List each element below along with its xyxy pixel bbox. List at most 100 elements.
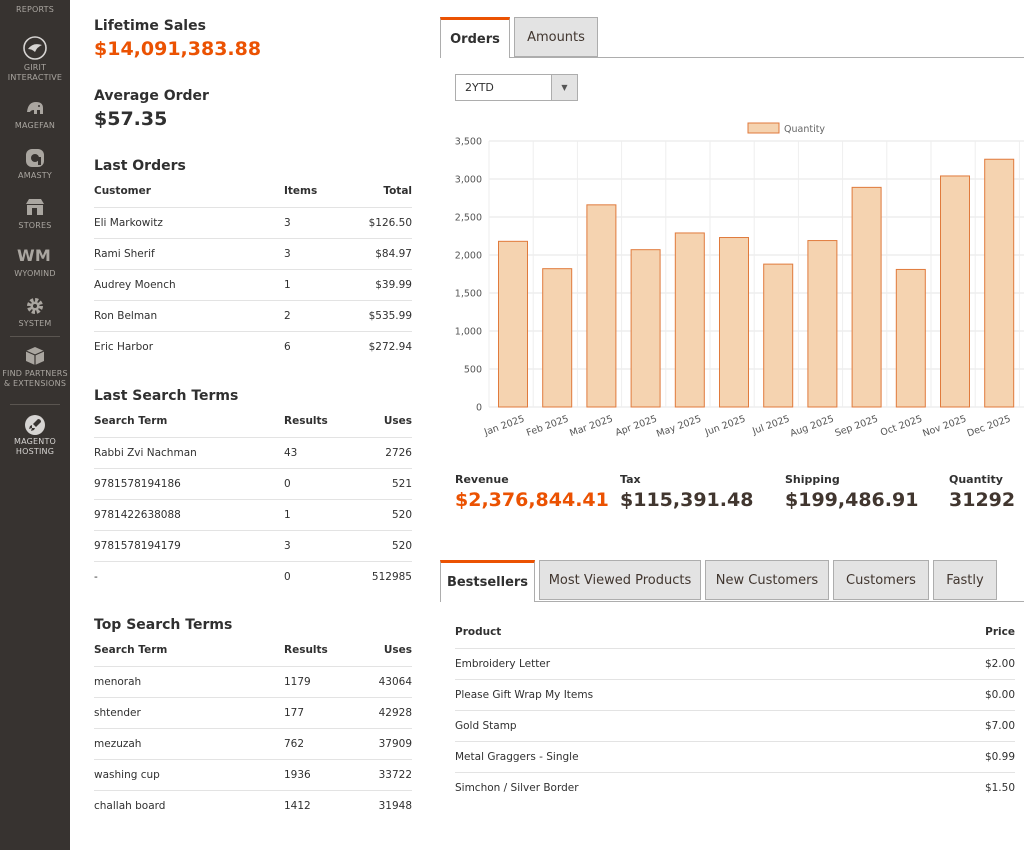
tax-label: Tax — [620, 473, 641, 486]
box-icon — [24, 346, 46, 366]
tab-customers[interactable]: Customers — [833, 560, 929, 600]
sidebar-item-system[interactable]: SYSTEM — [0, 296, 70, 329]
table-row[interactable]: Gold Stamp $7.00 — [455, 710, 1015, 742]
customer-cell: Eric Harbor — [94, 340, 154, 353]
bar — [940, 175, 970, 408]
x-tick-label: Feb 2025 — [525, 413, 570, 438]
uses-cell: 520 — [350, 499, 412, 531]
sidebar-item-label: STORES — [18, 221, 52, 230]
uses-cell: 520 — [350, 530, 412, 562]
items-cell: 2 — [284, 300, 340, 332]
shipping-value: $199,486.91 — [785, 489, 919, 511]
orders-chart: 0 500 1,000 1,500 2,000 2,500 3,000 3,500 Jan 20… — [455, 122, 1024, 440]
items-cell: 3 — [284, 238, 340, 270]
sidebar-divider — [10, 336, 60, 337]
last-orders-table: Customer Items Total Eli Markowitz 3 $126.… — [94, 176, 412, 362]
price-cell: $7.00 — [914, 710, 1015, 742]
product-cell: Embroidery Letter — [455, 648, 915, 680]
table-row[interactable]: challah board 1412 31948 — [94, 790, 412, 821]
table-row[interactable]: Simchon / Silver Border $1.50 — [455, 772, 1015, 803]
bar — [895, 268, 926, 408]
x-tick-label: Nov 2025 — [921, 413, 968, 439]
tab-orders[interactable]: Orders — [440, 17, 510, 58]
column-header: Total — [339, 176, 412, 208]
customer-cell: Audrey Moench — [94, 269, 284, 301]
table-row[interactable]: Rabbi Zvi Nachman 43 2726 — [94, 437, 412, 469]
chart-tabs: Orders Amounts — [440, 17, 602, 58]
table-row[interactable]: washing cup 1936 33722 — [94, 759, 412, 791]
y-tick-label: 1,000 — [455, 327, 482, 338]
table-row[interactable]: shtender 177 42928 — [94, 697, 412, 729]
reports-icon — [24, 0, 46, 2]
total-cell: $272.94 — [368, 340, 412, 353]
tab-most-viewed-products[interactable]: Most Viewed Products — [539, 560, 701, 600]
items-cell: 1 — [284, 269, 340, 301]
table-row[interactable]: Ron Belman 2 $535.99 — [94, 300, 412, 332]
admin-sidebar: REPORTS GIRIT INTERACTIVE MAGEFAN AMASTY… — [0, 0, 70, 850]
bar — [586, 204, 617, 408]
search-term-cell: mezuzah — [94, 728, 284, 760]
sidebar-item-find-partners[interactable]: FIND PARTNERS & EXTENSIONS — [0, 346, 70, 389]
legend-swatch — [747, 122, 780, 134]
uses-cell: 31948 — [378, 799, 412, 812]
gear-icon — [24, 296, 46, 316]
table-row[interactable]: Embroidery Letter $2.00 — [455, 648, 1015, 680]
lifetime-sales-value: $14,091,383.88 — [94, 38, 262, 60]
x-tick-label: Jul 2025 — [750, 413, 791, 437]
table-row[interactable]: Rami Sherif 3 $84.97 — [94, 238, 412, 270]
quantity-value: 31292 — [949, 489, 1016, 511]
x-tick-label: Sep 2025 — [833, 413, 879, 439]
x-tick-label: Oct 2025 — [879, 413, 924, 438]
table-row[interactable]: Eli Markowitz 3 $126.50 — [94, 207, 412, 239]
sidebar-item-stores[interactable]: STORES — [0, 198, 70, 231]
x-tick-label: Dec 2025 — [966, 413, 1013, 439]
product-cell: Gold Stamp — [455, 710, 915, 742]
y-tick-label: 0 — [476, 403, 482, 414]
sidebar-item-label: WYOMIND — [14, 269, 56, 278]
period-select[interactable]: 2YTD ▼ — [455, 74, 578, 101]
sidebar-item-amasty[interactable]: AMASTY — [0, 148, 70, 181]
sidebar-item-label: REPORTS — [15, 5, 55, 14]
table-row[interactable]: menorah 1179 43064 — [94, 666, 412, 698]
price-cell: $1.50 — [984, 781, 1015, 794]
average-order-label: Average Order — [94, 88, 209, 104]
tab-fastly[interactable]: Fastly — [933, 560, 997, 600]
bar — [719, 237, 749, 408]
sidebar-item-girit-interactive[interactable]: GIRIT INTERACTIVE — [0, 36, 70, 83]
tab-new-customers[interactable]: New Customers — [705, 560, 829, 600]
results-cell: 3 — [284, 530, 351, 562]
table-row[interactable]: Eric Harbor 6 $272.94 — [94, 331, 412, 362]
search-term-cell: Rabbi Zvi Nachman — [94, 437, 284, 469]
uses-cell: 37909 — [356, 728, 412, 760]
chevron-down-icon[interactable]: ▼ — [551, 75, 577, 100]
bar — [984, 158, 1015, 408]
sidebar-item-magefan[interactable]: MAGEFAN — [0, 98, 70, 131]
sidebar-item-magento-hosting[interactable]: MAGENTO HOSTING — [0, 414, 70, 457]
table-row[interactable]: - 0 512985 — [94, 561, 412, 592]
search-term-cell: 9781578194186 — [94, 468, 284, 500]
quantity-label: Quantity — [949, 473, 1003, 486]
results-cell: 43 — [284, 437, 351, 469]
total-cell: $84.97 — [339, 238, 412, 270]
table-row[interactable]: mezuzah 762 37909 — [94, 728, 412, 760]
table-row[interactable]: Metal Graggers - Single $0.99 — [455, 741, 1015, 773]
sidebar-item-reports[interactable]: REPORTS — [0, 0, 70, 15]
table-row[interactable]: Audrey Moench 1 $39.99 — [94, 269, 412, 301]
y-tick-label: 1,500 — [455, 289, 482, 300]
tab-amounts[interactable]: Amounts — [514, 17, 598, 57]
sidebar-item-wyomind[interactable]: WM WYOMIND — [0, 246, 70, 279]
x-tick-label: Aug 2025 — [789, 413, 836, 439]
tab-bestsellers[interactable]: Bestsellers — [440, 560, 535, 602]
results-cell: 177 — [284, 697, 357, 729]
product-cell: Metal Graggers - Single — [455, 741, 915, 773]
lifetime-sales-label: Lifetime Sales — [94, 18, 206, 34]
table-row[interactable]: 9781578194186 0 521 — [94, 468, 412, 500]
y-tick-label: 2,000 — [455, 251, 482, 262]
bar — [851, 186, 882, 408]
average-order-value: $57.35 — [94, 108, 168, 130]
column-header: Results — [284, 406, 351, 438]
sidebar-item-label: GIRIT INTERACTIVE — [7, 63, 63, 82]
table-row[interactable]: 9781578194179 3 520 — [94, 530, 412, 562]
table-row[interactable]: Please Gift Wrap My Items $0.00 — [455, 679, 1015, 711]
table-row[interactable]: 9781422638088 1 520 — [94, 499, 412, 531]
